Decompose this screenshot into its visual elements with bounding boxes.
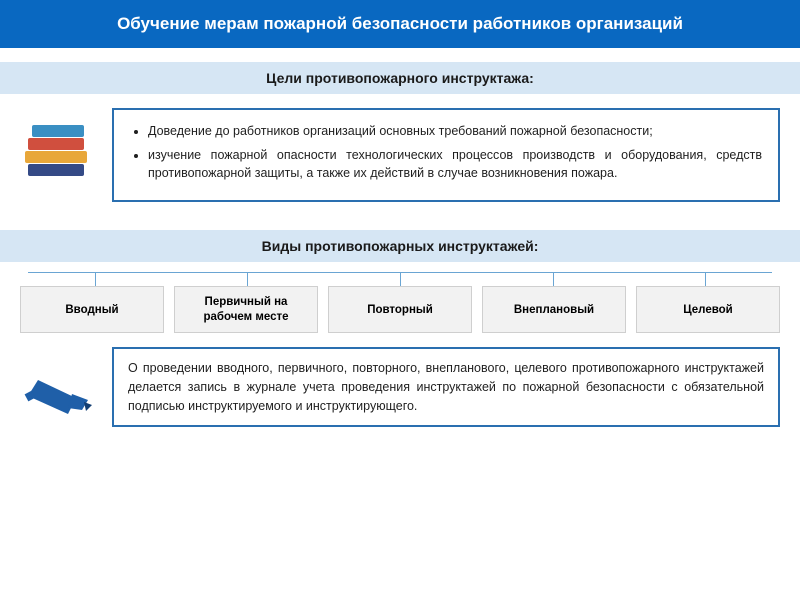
note-section: О проведении вводного, первичного, повто… xyxy=(0,333,800,437)
goal-item: Доведение до работников организаций осно… xyxy=(148,122,762,140)
types-section: Вводный Первичный на рабочем месте Повто… xyxy=(0,272,800,333)
note-box: О проведении вводного, первичного, повто… xyxy=(112,347,780,427)
goals-box: Доведение до работников организаций осно… xyxy=(112,108,780,202)
type-box: Повторный xyxy=(328,286,472,333)
types-connector xyxy=(28,272,772,286)
type-box: Первичный на рабочем месте xyxy=(174,286,318,333)
types-heading: Виды противопожарных инструктажей: xyxy=(0,230,800,262)
type-box: Внеплановый xyxy=(482,286,626,333)
type-box: Целевой xyxy=(636,286,780,333)
page-title: Обучение мерам пожарной безопасности раб… xyxy=(0,0,800,48)
type-box: Вводный xyxy=(20,286,164,333)
goals-section: Доведение до работников организаций осно… xyxy=(0,94,800,216)
goal-item: изучение пожарной опасности технологичес… xyxy=(148,146,762,182)
pen-icon xyxy=(20,352,98,422)
goals-heading: Цели противопожарного инструктажа: xyxy=(0,62,800,94)
books-icon xyxy=(20,116,98,194)
